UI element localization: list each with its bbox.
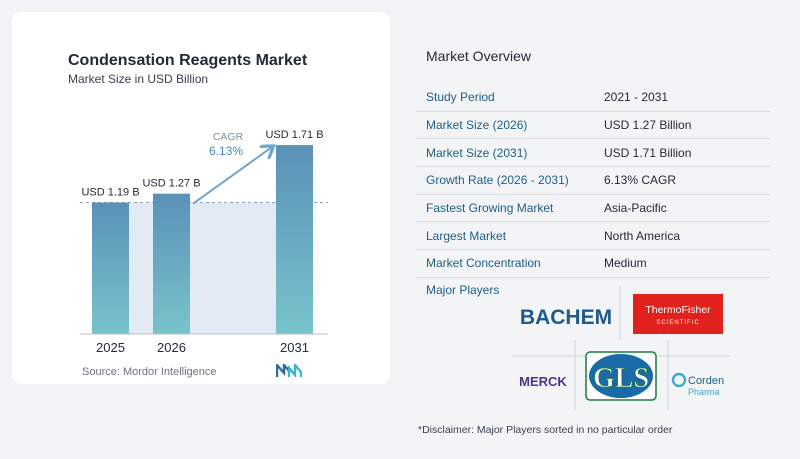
gls-logo: GLS <box>585 351 657 401</box>
overview-row-label: Market Size (2026) <box>426 118 528 133</box>
overview-row-label: Fastest Growing Market <box>426 201 554 216</box>
gls-logo-text: GLS <box>593 363 649 394</box>
thermofisher-logo-text: ThermoFisher <box>645 304 711 316</box>
disclaimer-text: *Disclaimer: Major Players sorted in no … <box>418 424 673 436</box>
overview-row-label: Market Concentration <box>426 256 541 271</box>
overview-row: Largest Market North America <box>416 222 770 251</box>
overview-row: Market Size (2026) USD 1.27 Billion <box>416 112 770 140</box>
x-tick-label: 2025 <box>96 340 125 355</box>
overview-row-value: North America <box>604 228 681 243</box>
overview-row-label: Largest Market <box>426 228 507 243</box>
source-text: Source: Mordor Intelligence <box>82 366 217 378</box>
bar-value-label: USD 1.19 B <box>81 187 139 199</box>
cordenpharma-logo-text: Corden <box>688 375 724 387</box>
bar <box>92 202 129 334</box>
overview-row-label: Market Size (2031) <box>426 145 528 160</box>
thermofisher-logo <box>633 294 723 334</box>
chart-title: Condensation Reagents Market <box>68 52 308 69</box>
mordor-logo-icon <box>276 364 302 378</box>
overview-row-value: 2021 - 2031 <box>604 90 669 105</box>
bar-value-label: USD 1.71 B <box>265 129 323 141</box>
overview-row-value: Asia-Pacific <box>604 201 667 216</box>
chart-subtitle: Market Size in USD Billion <box>68 72 209 86</box>
overview-row: Fastest Growing Market Asia-Pacific <box>416 195 770 223</box>
overview-row: Market Concentration Medium <box>416 250 770 278</box>
bar <box>276 145 313 334</box>
overview-row: Study Period 2021 - 2031 <box>416 84 770 112</box>
x-tick-label: 2026 <box>157 340 186 355</box>
overview-row: Market Size (2031) USD 1.71 Billion <box>416 139 770 168</box>
overview-table: Study Period 2021 - 2031 Market Size (2026… <box>416 84 770 278</box>
overview-row-value: 6.13% CAGR <box>604 173 677 188</box>
cagr-label: CAGR <box>213 131 244 143</box>
thermofisher-logo-subtext: SCIENTIFIC <box>656 320 699 326</box>
overview-row-label: Study Period <box>426 90 495 105</box>
bachem-logo: BACHEM <box>520 306 612 329</box>
x-tick-label: 2031 <box>280 340 309 355</box>
cagr-value: 6.13% <box>209 144 243 158</box>
cagr-arrow <box>192 147 272 205</box>
bar-value-label: USD 1.27 B <box>142 178 200 190</box>
cordenpharma-logo-subtext: Pharma <box>688 387 720 397</box>
bar <box>153 193 190 334</box>
overview-row-label: Growth Rate (2026 - 2031) <box>426 173 569 188</box>
merck-logo: MERCK <box>519 374 567 389</box>
cordenpharma-logo: Corden Pharma <box>671 372 724 397</box>
overview-row-value: Medium <box>604 256 647 271</box>
overview-row-value: USD 1.27 Billion <box>604 118 692 133</box>
overview-row: Growth Rate (2026 - 2031) 6.13% CAGR <box>416 167 770 195</box>
overview-row-value: USD 1.71 Billion <box>604 145 692 160</box>
bar-chart: USD 1.19 B 2025 USD 1.27 B 2026 USD 1.71 B 20… <box>80 129 328 355</box>
overview-title: Market Overview <box>426 48 532 64</box>
players-title: Major Players <box>426 283 500 297</box>
